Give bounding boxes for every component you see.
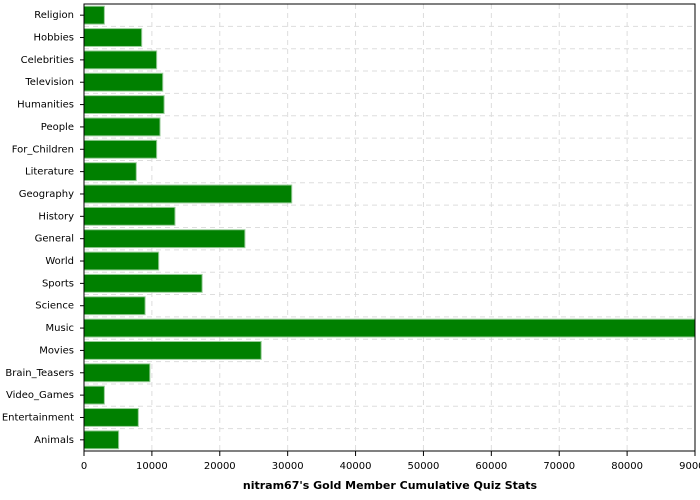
bar (83, 28, 143, 47)
y-tick-label: Movies (39, 345, 74, 356)
bar (83, 50, 158, 70)
y-tick-label: Science (35, 301, 74, 312)
y-tick-label: Religion (34, 10, 74, 21)
y-tick-label: Sports (42, 278, 74, 289)
bar (83, 72, 164, 92)
y-tick-label: Brain_Teasers (5, 368, 74, 379)
y-tick-label: People (41, 122, 74, 133)
y-tick-label: Music (46, 323, 74, 334)
bar (83, 206, 176, 226)
y-tick-label: World (45, 256, 74, 267)
x-tick-label: 70000 (543, 461, 575, 472)
bar (83, 184, 293, 204)
y-tick-label: Hobbies (34, 33, 74, 44)
bar (83, 139, 158, 159)
y-tick-label: Entertainment (2, 412, 74, 423)
bar (83, 430, 120, 450)
bar (83, 318, 696, 338)
x-axis-label: nitram67's Gold Member Cumulative Quiz S… (243, 479, 538, 492)
bar (83, 273, 203, 293)
x-tick-label: 0 (81, 461, 87, 472)
bar (83, 363, 151, 383)
bar (83, 95, 165, 115)
bar (83, 296, 146, 316)
bar (83, 117, 161, 137)
y-tick-label: General (35, 234, 74, 245)
x-tick-label: 10000 (136, 461, 168, 472)
plot-frame (83, 3, 696, 452)
bar (83, 162, 137, 182)
x-tick-label: 60000 (475, 461, 507, 472)
y-tick-label: Geography (19, 189, 74, 200)
x-tick-label: 80000 (611, 461, 643, 472)
x-tick-label: 30000 (272, 461, 304, 472)
x-tick-label: 40000 (340, 461, 372, 472)
bar (83, 340, 262, 360)
y-tick-label: History (38, 211, 74, 222)
x-tick-label: 90000 (679, 461, 700, 472)
x-tick-label: 50000 (408, 461, 440, 472)
y-tick-label: Video_Games (6, 390, 74, 401)
y-tick-label: For_Children (12, 144, 74, 155)
bar (83, 385, 105, 405)
x-tick-label: 20000 (204, 461, 236, 472)
y-tick-label: Television (24, 77, 74, 88)
y-tick-label: Humanities (17, 100, 74, 111)
y-tick-label: Animals (34, 435, 74, 446)
bar (83, 229, 246, 249)
bar (83, 5, 105, 25)
bar (83, 251, 160, 271)
y-tick-label: Celebrities (21, 55, 74, 66)
bar (83, 408, 139, 427)
y-tick-label: Literature (25, 167, 74, 178)
